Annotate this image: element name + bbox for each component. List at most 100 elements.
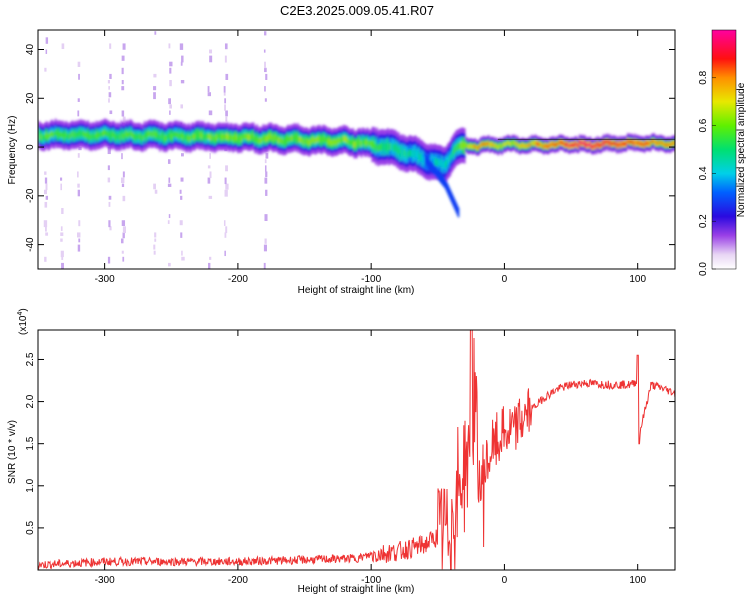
heatmap-branch-cell xyxy=(451,193,453,204)
heatmap-cell xyxy=(540,143,543,147)
heatmap-cell xyxy=(280,138,283,145)
heatmap-streak-cell xyxy=(168,177,171,183)
heatmap-cell xyxy=(325,137,328,144)
heatmap-cell xyxy=(328,138,331,145)
heatmap-cell xyxy=(642,142,645,146)
heatmap-cell xyxy=(533,141,536,146)
heatmap-cell xyxy=(276,135,279,142)
heatmap-cell xyxy=(532,141,534,146)
heatmap-streak-cell xyxy=(209,153,211,159)
heatmap-streak-cell xyxy=(44,67,47,72)
heatmap-streak-cell xyxy=(209,171,212,179)
heatmap-cell xyxy=(215,134,218,141)
heatmap-cell xyxy=(49,131,52,138)
heatmap-cell xyxy=(75,131,77,138)
heatmap-streak-cell xyxy=(109,43,112,49)
heatmap-cell xyxy=(460,141,462,150)
heatmap-cell xyxy=(63,133,65,140)
heatmap-cell xyxy=(208,133,211,140)
heatmap-cell xyxy=(243,133,245,140)
heatmap-cell xyxy=(564,143,567,147)
heatmap-cell xyxy=(273,135,275,142)
heatmap-cell xyxy=(375,143,377,152)
y-tick-label: -40 xyxy=(25,237,36,252)
heatmap-cell xyxy=(391,142,394,151)
heatmap-cell xyxy=(364,140,367,147)
snr-plot-area xyxy=(38,330,675,570)
heatmap-branch-cell xyxy=(442,176,445,187)
heatmap-cell xyxy=(512,141,515,145)
heatmap-cell xyxy=(52,131,55,138)
heatmap-cell xyxy=(436,158,438,167)
heatmap-cell xyxy=(403,148,406,157)
heatmap-cell xyxy=(407,150,410,159)
heatmap-cell xyxy=(534,140,537,144)
heatmap-cell xyxy=(550,143,552,147)
heatmap-cell xyxy=(250,134,253,140)
heatmap-cell xyxy=(46,132,49,139)
heatmap-cell xyxy=(508,141,510,145)
heatmap-cell xyxy=(494,143,497,147)
heatmap-cell xyxy=(186,135,189,142)
heatmap-streak-cell xyxy=(225,73,229,80)
heatmap-streak-cell xyxy=(263,49,266,53)
heatmap-cell xyxy=(473,144,476,149)
heatmap-cell xyxy=(339,137,341,144)
heatmap-branch-cell xyxy=(457,207,460,218)
heatmap-cell xyxy=(139,134,142,141)
heatmap-streak-cell xyxy=(168,43,171,49)
heatmap-cell xyxy=(420,153,423,162)
heatmap-cell xyxy=(503,142,506,146)
heatmap-cell xyxy=(373,140,376,149)
heatmap-cell xyxy=(77,130,80,137)
heatmap-streak-cell xyxy=(107,256,111,264)
heatmap-cell xyxy=(120,131,123,138)
heatmap-cell xyxy=(214,136,217,143)
heatmap-cell xyxy=(113,132,116,139)
heatmap-streak-cell xyxy=(265,171,268,177)
heatmap-cell xyxy=(78,131,81,138)
heatmap-cell xyxy=(71,131,74,138)
heatmap-cell xyxy=(348,139,351,146)
heatmap-cell xyxy=(562,141,564,145)
heatmap-cell xyxy=(241,133,244,140)
heatmap-cell xyxy=(631,140,634,144)
spectrogram-x-ticks: -300 -200 -100 0 100 xyxy=(95,30,646,285)
heatmap-cell xyxy=(673,141,675,146)
heatmap-cell xyxy=(289,135,292,142)
heatmap-cell xyxy=(295,135,298,142)
heatmap-cell xyxy=(628,139,630,143)
heatmap-cell xyxy=(577,143,580,148)
heatmap-streak-cell xyxy=(61,43,65,50)
heatmap-cell xyxy=(510,142,513,146)
colorbar-tick-label: 0.8 xyxy=(698,70,709,84)
heatmap-streak-cell xyxy=(208,195,213,199)
heatmap-cell xyxy=(66,133,69,140)
heatmap-cell xyxy=(76,132,79,139)
heatmap-streak-cell xyxy=(121,220,126,226)
x-tick-label: -200 xyxy=(228,274,248,285)
heatmap-cell xyxy=(288,136,291,143)
heatmap-cell xyxy=(587,143,590,147)
heatmap-cell xyxy=(210,135,213,142)
heatmap-cell xyxy=(505,141,508,146)
heatmap-cell xyxy=(418,151,421,159)
heatmap-cell xyxy=(529,143,532,148)
heatmap-cell xyxy=(431,158,434,166)
heatmap-cell xyxy=(357,139,359,146)
heatmap-streak-cell xyxy=(61,256,64,260)
heatmap-cell xyxy=(143,131,146,138)
heatmap-cell xyxy=(154,131,157,138)
heatmap-cell xyxy=(521,143,524,147)
heatmap-cell xyxy=(300,137,303,144)
heatmap-cell xyxy=(93,133,95,140)
heatmap-cell xyxy=(337,137,340,144)
heatmap-cell xyxy=(390,142,393,151)
heatmap-cell xyxy=(659,140,662,145)
heatmap-branch-cell xyxy=(447,186,450,197)
heatmap-cell xyxy=(60,132,63,139)
heatmap-streak-cell xyxy=(153,183,156,190)
heatmap-streak-cell xyxy=(264,98,267,102)
heatmap-cell xyxy=(565,142,568,147)
heatmap-streak-cell xyxy=(181,55,184,63)
